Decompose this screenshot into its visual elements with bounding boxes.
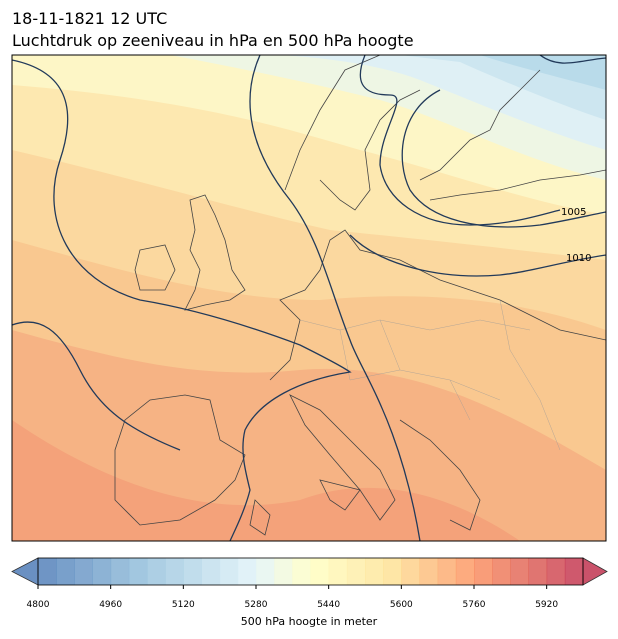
colorbar-band (564, 558, 584, 585)
colorbar-band (346, 558, 366, 585)
colorbar-band (92, 558, 112, 585)
colorbar-tick-label: 5120 (172, 600, 195, 610)
colorbar-band (292, 558, 311, 585)
colorbar-tick-label: 5600 (390, 600, 413, 610)
colorbar-band (219, 558, 239, 585)
colorbar-band (474, 558, 493, 585)
colorbar-band (74, 558, 93, 585)
colorbar-band (510, 558, 529, 585)
colorbar-band (310, 558, 330, 585)
colorbar-band (56, 558, 75, 585)
colorbar-band (237, 558, 257, 585)
contour-label: 1005 (561, 207, 586, 218)
colorbar-frame (37, 557, 584, 586)
colorbar-band (201, 558, 221, 585)
colorbar-band (128, 558, 148, 585)
colorbar-band (274, 558, 293, 585)
colorbar: 4800 4960 5120 5280 5440 5600 5760 5920 (11, 557, 608, 610)
colorbar-band (256, 558, 275, 585)
colorbar-band (38, 558, 57, 585)
colorbar-extend-low (11, 557, 39, 586)
colorbar-band (328, 558, 348, 585)
map-frame (11, 54, 607, 542)
colorbar-band (365, 558, 384, 585)
subtitle: Luchtdruk op zeeniveau in hPa en 500 hPa… (12, 31, 414, 50)
colorbar-tick-label: 5280 (245, 600, 268, 610)
colorbar-band (165, 558, 184, 585)
colorbar-band (147, 558, 166, 585)
colorbar-band (546, 558, 566, 585)
colorbar-band (455, 558, 475, 585)
colorbar-tick-label: 5920 (535, 600, 558, 610)
colorbar-tick-label: 4960 (99, 600, 122, 610)
contour-label: 1010 (566, 253, 591, 264)
colorbar-band (110, 558, 130, 585)
colorbar-tick-label: 4800 (27, 600, 50, 610)
colorbar-band (437, 558, 457, 585)
colorbar-label: 500 hPa hoogte in meter (241, 615, 378, 628)
colorbar-band (183, 558, 202, 585)
colorbar-band (528, 558, 548, 585)
colorbar-band (419, 558, 439, 585)
colorbar-band (492, 558, 511, 585)
colorbar-band (401, 558, 420, 585)
title: 18-11-1821 12 UTC (12, 9, 167, 28)
colorbar-tick-label: 5760 (463, 600, 486, 610)
map: 1005 1010 (12, 55, 606, 541)
colorbar-extend-high (582, 557, 608, 586)
colorbar-band (383, 558, 402, 585)
colorbar-tick-label: 5440 (317, 600, 340, 610)
